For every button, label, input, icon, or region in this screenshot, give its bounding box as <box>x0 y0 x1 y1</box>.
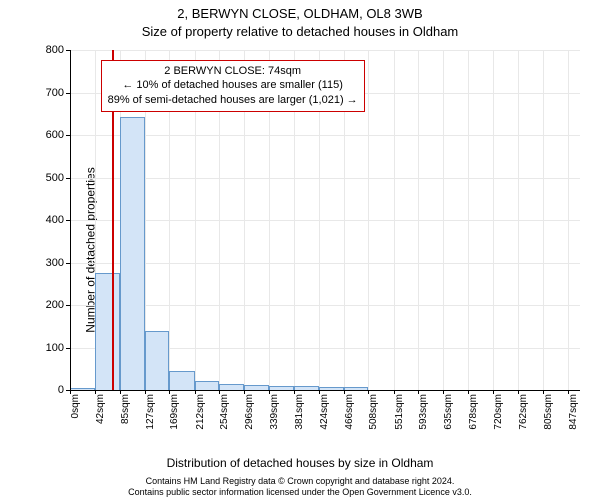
chart-title-line2: Size of property relative to detached ho… <box>0 24 600 39</box>
xtick-mark <box>95 390 96 394</box>
xtick-mark <box>543 390 544 394</box>
xtick-label: 381sqm <box>294 394 305 430</box>
xtick-label: 339sqm <box>269 394 280 430</box>
xtick-label: 678sqm <box>468 394 479 430</box>
ytick-mark <box>66 263 70 264</box>
xtick-label: 847sqm <box>568 394 579 430</box>
ytick-label: 500 <box>46 172 64 184</box>
xtick-mark <box>368 390 369 394</box>
xtick-mark <box>443 390 444 394</box>
ytick-label: 800 <box>46 44 64 56</box>
xtick-mark <box>70 390 71 394</box>
xtick-mark <box>145 390 146 394</box>
ytick-label: 600 <box>46 129 64 141</box>
ytick-mark <box>66 50 70 51</box>
ytick-mark <box>66 93 70 94</box>
hgridline <box>70 390 580 391</box>
chart-container: 2, BERWYN CLOSE, OLDHAM, OL8 3WB Size of… <box>0 0 600 500</box>
ytick-mark <box>66 348 70 349</box>
footnote: Contains HM Land Registry data © Crown c… <box>0 476 600 499</box>
xtick-mark <box>169 390 170 394</box>
xtick-label: 720sqm <box>493 394 504 430</box>
ytick-label: 100 <box>46 342 64 354</box>
xtick-label: 635sqm <box>443 394 454 430</box>
hgridline <box>70 178 580 179</box>
xtick-mark <box>269 390 270 394</box>
xtick-mark <box>319 390 320 394</box>
xtick-label: 85sqm <box>120 394 131 424</box>
xtick-label: 551sqm <box>394 394 405 430</box>
xtick-label: 169sqm <box>169 394 180 430</box>
vgridline <box>368 50 369 390</box>
annotation-line3: 89% of semi-detached houses are larger (… <box>108 93 358 108</box>
xtick-label: 0sqm <box>70 394 81 418</box>
xtick-label: 424sqm <box>319 394 330 430</box>
ytick-mark <box>66 135 70 136</box>
vgridline <box>70 50 71 390</box>
annotation-line2: ← 10% of detached houses are smaller (11… <box>108 78 358 93</box>
vgridline <box>468 50 469 390</box>
xtick-mark <box>244 390 245 394</box>
vgridline <box>543 50 544 390</box>
xtick-mark <box>294 390 295 394</box>
xtick-label: 762sqm <box>518 394 529 430</box>
ytick-label: 0 <box>58 384 64 396</box>
xtick-mark <box>344 390 345 394</box>
histogram-bar <box>195 381 220 390</box>
ytick-label: 400 <box>46 214 64 226</box>
vgridline <box>418 50 419 390</box>
xtick-label: 805sqm <box>543 394 554 430</box>
vgridline <box>443 50 444 390</box>
hgridline <box>70 135 580 136</box>
ytick-mark <box>66 305 70 306</box>
xtick-mark <box>219 390 220 394</box>
histogram-bar <box>95 273 120 390</box>
vgridline <box>493 50 494 390</box>
ytick-mark <box>66 178 70 179</box>
xtick-label: 212sqm <box>195 394 206 430</box>
footnote-line1: Contains HM Land Registry data © Crown c… <box>146 476 455 486</box>
hgridline <box>70 305 580 306</box>
vgridline <box>568 50 569 390</box>
ytick-mark <box>66 220 70 221</box>
histogram-bar <box>120 117 145 390</box>
ytick-label: 300 <box>46 257 64 269</box>
xtick-mark <box>418 390 419 394</box>
xtick-mark <box>394 390 395 394</box>
histogram-bar <box>145 331 170 390</box>
footnote-line2: Contains public sector information licen… <box>128 487 472 497</box>
xtick-label: 466sqm <box>344 394 355 430</box>
xtick-label: 254sqm <box>219 394 230 430</box>
xtick-label: 296sqm <box>244 394 255 430</box>
xtick-label: 508sqm <box>368 394 379 430</box>
chart-title-line1: 2, BERWYN CLOSE, OLDHAM, OL8 3WB <box>0 6 600 21</box>
xtick-mark <box>195 390 196 394</box>
x-axis-label: Distribution of detached houses by size … <box>0 456 600 470</box>
plot-area: 01002003004005006007008000sqm42sqm85sqm1… <box>70 50 580 390</box>
vgridline <box>518 50 519 390</box>
hgridline <box>70 50 580 51</box>
annotation-box: 2 BERWYN CLOSE: 74sqm← 10% of detached h… <box>101 60 365 113</box>
xtick-mark <box>493 390 494 394</box>
ytick-label: 200 <box>46 299 64 311</box>
annotation-line1: 2 BERWYN CLOSE: 74sqm <box>108 64 358 79</box>
xtick-mark <box>468 390 469 394</box>
hgridline <box>70 220 580 221</box>
xtick-mark <box>568 390 569 394</box>
vgridline <box>394 50 395 390</box>
xtick-label: 42sqm <box>95 394 106 424</box>
hgridline <box>70 263 580 264</box>
histogram-bar <box>169 371 194 390</box>
xtick-mark <box>518 390 519 394</box>
xtick-label: 593sqm <box>418 394 429 430</box>
xtick-label: 127sqm <box>145 394 156 430</box>
xtick-mark <box>120 390 121 394</box>
ytick-label: 700 <box>46 87 64 99</box>
